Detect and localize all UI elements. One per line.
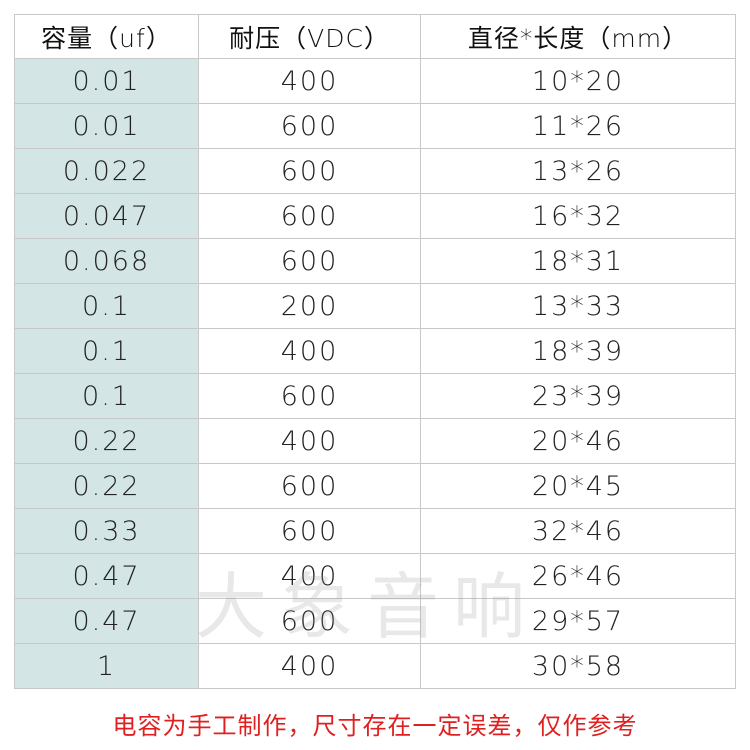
row: 0.01 600 11*26: [14, 103, 736, 149]
cell: 0.1: [14, 373, 199, 419]
cell: 10*20: [420, 58, 736, 104]
cell: 400: [198, 418, 421, 464]
cell: 600: [198, 193, 421, 239]
cell: 0.022: [14, 148, 199, 194]
cell: 400: [198, 58, 421, 104]
cell: 0.068: [14, 238, 199, 284]
cell: 18*39: [420, 328, 736, 374]
row: 0.1 600 23*39: [14, 373, 736, 419]
cell: 0.47: [14, 553, 199, 599]
cell: 23*39: [420, 373, 736, 419]
cell: 20*45: [420, 463, 736, 509]
cell: 0.47: [14, 598, 199, 644]
cell: 400: [198, 553, 421, 599]
cell: 400: [198, 643, 421, 689]
row: 0.33 600 32*46: [14, 508, 736, 554]
header-row: 容量（uf） 耐压（VDC） 直径*长度（mm）: [14, 14, 736, 59]
cell: 18*31: [420, 238, 736, 284]
cell: 600: [198, 238, 421, 284]
cell: 600: [198, 508, 421, 554]
cell: 0.22: [14, 418, 199, 464]
cell: 20*46: [420, 418, 736, 464]
cell: 11*26: [420, 103, 736, 149]
cell: 30*58: [420, 643, 736, 689]
header-cell: 耐压（VDC）: [198, 14, 421, 59]
cell: 1: [14, 643, 199, 689]
cell: 600: [198, 103, 421, 149]
cell: 0.047: [14, 193, 199, 239]
cell: 600: [198, 598, 421, 644]
cell: 200: [198, 283, 421, 329]
cell: 0.33: [14, 508, 199, 554]
cell: 400: [198, 328, 421, 374]
cell: 600: [198, 373, 421, 419]
footer-note: 电容为手工制作，尺寸存在一定误差，仅作参考: [112, 712, 638, 740]
row: 0.1 400 18*39: [14, 328, 736, 374]
row: 0.22 400 20*46: [14, 418, 736, 464]
row: 1 400 30*58: [14, 643, 736, 689]
row: 0.47 400 26*46: [14, 553, 736, 599]
cell: 0.01: [14, 58, 199, 104]
row: 0.068 600 18*31: [14, 238, 736, 284]
cell: 29*57: [420, 598, 736, 644]
cell: 32*46: [420, 508, 736, 554]
cell: 26*46: [420, 553, 736, 599]
cell: 13*33: [420, 283, 736, 329]
cell: 13*26: [420, 148, 736, 194]
cell: 0.22: [14, 463, 199, 509]
header-cell: 直径*长度（mm）: [420, 14, 736, 59]
spec-table: 容量（uf） 耐压（VDC） 直径*长度（mm） 0.01 400 10*20 0.01 60…: [14, 14, 736, 689]
cell: 0.1: [14, 283, 199, 329]
cell: 600: [198, 148, 421, 194]
cell: 0.01: [14, 103, 199, 149]
row: 0.1 200 13*33: [14, 283, 736, 329]
header-cell: 容量（uf）: [14, 14, 199, 59]
row: 0.047 600 16*32: [14, 193, 736, 239]
cell: 600: [198, 463, 421, 509]
row: 0.47 600 29*57: [14, 598, 736, 644]
cell: 16*32: [420, 193, 736, 239]
row: 0.01 400 10*20: [14, 58, 736, 104]
cell: 0.1: [14, 328, 199, 374]
row: 0.22 600 20*45: [14, 463, 736, 509]
row: 0.022 600 13*26: [14, 148, 736, 194]
